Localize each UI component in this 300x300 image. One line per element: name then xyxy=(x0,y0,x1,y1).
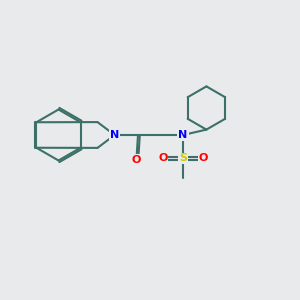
Text: N: N xyxy=(110,130,119,140)
Text: O: O xyxy=(132,155,141,165)
Text: S: S xyxy=(179,153,187,164)
Text: N: N xyxy=(178,130,188,140)
Text: O: O xyxy=(198,153,208,164)
Text: O: O xyxy=(158,153,168,164)
